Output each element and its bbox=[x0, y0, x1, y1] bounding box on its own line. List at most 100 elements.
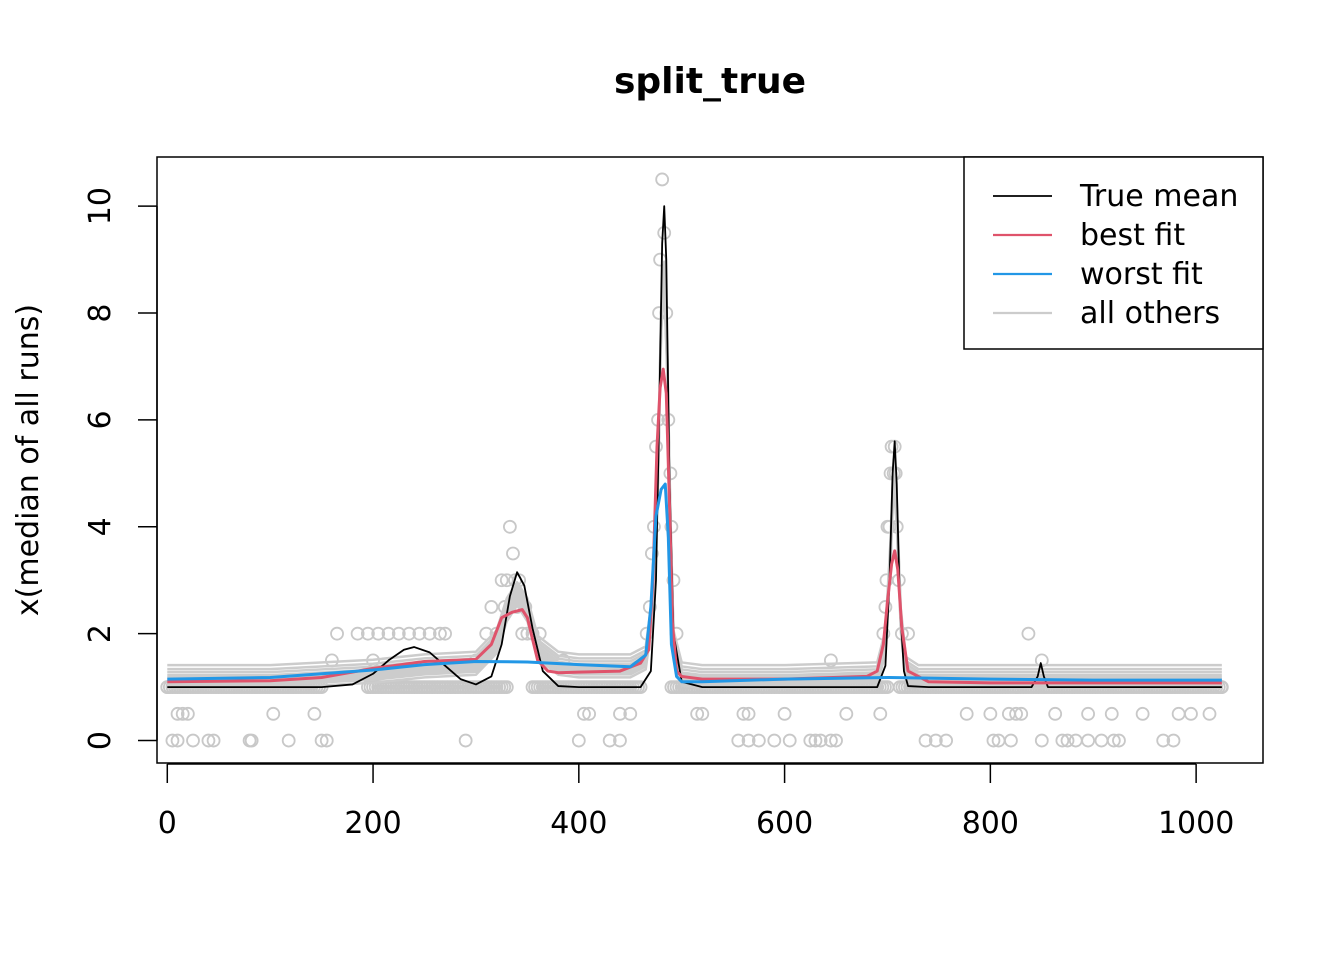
legend-label-best-fit: best fit bbox=[1080, 218, 1185, 253]
scatter-point bbox=[623, 706, 638, 721]
legend-box bbox=[963, 156, 1264, 350]
scatter-point bbox=[1171, 706, 1186, 721]
legend-label-all-others: all others bbox=[1080, 296, 1220, 331]
scatter-point bbox=[983, 706, 998, 721]
scatter-point bbox=[170, 733, 185, 748]
scatter-point bbox=[206, 733, 221, 748]
scatter-point bbox=[412, 626, 427, 641]
scatter-point bbox=[823, 653, 838, 668]
scatter-point bbox=[201, 733, 216, 748]
scatter-point bbox=[1009, 706, 1023, 721]
scatter-point bbox=[307, 706, 322, 721]
scatter-point bbox=[1166, 733, 1181, 748]
scatter-point bbox=[959, 706, 974, 721]
scatter-point bbox=[751, 733, 766, 748]
scatter-point bbox=[1081, 706, 1095, 721]
scatter-point bbox=[361, 626, 375, 641]
scatter-point bbox=[350, 626, 365, 641]
scatter-point bbox=[433, 626, 447, 641]
x-axis: 0 200 400 600 800 1000 bbox=[158, 763, 1234, 841]
legend: True mean best fit worst fit all others bbox=[963, 156, 1264, 350]
scatter-point bbox=[803, 733, 818, 748]
scatter-point bbox=[1004, 733, 1018, 748]
scatter-point bbox=[438, 626, 452, 641]
scatter-point bbox=[782, 733, 797, 748]
scatter-point bbox=[582, 706, 597, 721]
scatter-point bbox=[731, 733, 746, 748]
y-tick-label: 2 bbox=[83, 624, 118, 643]
x-tick-label: 400 bbox=[550, 806, 607, 841]
scatter-point bbox=[1094, 733, 1109, 748]
scatter-point bbox=[422, 626, 437, 641]
scatter-point bbox=[695, 706, 710, 721]
scatter-point bbox=[1184, 706, 1198, 721]
scatter-point bbox=[1104, 706, 1119, 721]
scatter-point bbox=[314, 733, 329, 748]
scatter-point bbox=[577, 706, 591, 721]
x-tick-label: 200 bbox=[344, 806, 401, 841]
scatter-point bbox=[266, 706, 281, 721]
scatter-point bbox=[1106, 733, 1121, 748]
scatter-point bbox=[873, 706, 888, 721]
scatter-point bbox=[170, 706, 185, 721]
scatter-point bbox=[613, 733, 627, 748]
scatter-point bbox=[1055, 733, 1070, 748]
scatter-point bbox=[736, 706, 751, 721]
scatter-point bbox=[502, 519, 517, 534]
scatter-point bbox=[839, 706, 854, 721]
lines-layer bbox=[167, 205, 1222, 690]
scatter-point bbox=[644, 546, 659, 561]
x-tick-label: 600 bbox=[756, 806, 813, 841]
scatter-point bbox=[741, 733, 756, 748]
scatter-point bbox=[1081, 733, 1095, 748]
x-tick-label: 0 bbox=[158, 806, 177, 841]
y-tick-label: 6 bbox=[83, 410, 118, 429]
scatter-point bbox=[175, 706, 190, 721]
y-tick-label: 8 bbox=[83, 303, 118, 322]
y-tick-label: 10 bbox=[83, 187, 118, 225]
scatter-point bbox=[319, 733, 334, 748]
scatter-point bbox=[823, 733, 838, 748]
legend-label-true-mean: True mean bbox=[1079, 179, 1238, 214]
scatter-point bbox=[1034, 733, 1049, 748]
y-tick-label: 0 bbox=[83, 731, 118, 750]
scatter-point bbox=[1060, 733, 1075, 748]
scatter-point bbox=[767, 733, 782, 748]
scatter-point bbox=[1135, 706, 1150, 721]
scatter-point bbox=[777, 706, 792, 721]
x-tick-label: 800 bbox=[962, 806, 1019, 841]
y-axis-label: x(median of all runs) bbox=[11, 304, 46, 616]
scatter-point bbox=[829, 733, 843, 748]
series-line-true-mean bbox=[167, 205, 1222, 689]
scatter-point bbox=[515, 626, 530, 641]
scatter-point bbox=[458, 733, 473, 748]
x-tick-label: 1000 bbox=[1158, 806, 1234, 841]
series-line-worst-fit bbox=[167, 482, 1222, 684]
scatter-point bbox=[986, 733, 1001, 748]
scatter-point bbox=[391, 626, 406, 641]
scatter-point bbox=[1112, 733, 1126, 748]
scatter-point bbox=[499, 680, 514, 695]
scatter-point bbox=[690, 706, 705, 721]
y-axis: 0 2 4 6 8 10 bbox=[83, 187, 158, 750]
scatter-point bbox=[1202, 706, 1217, 721]
scatter-point bbox=[402, 626, 416, 641]
scatter-point bbox=[571, 733, 586, 748]
scatter-point bbox=[506, 546, 520, 561]
scatter-point bbox=[882, 519, 897, 534]
scatter-point bbox=[180, 706, 195, 721]
scatter-point bbox=[613, 706, 627, 721]
legend-label-worst-fit: worst fit bbox=[1080, 257, 1203, 292]
scatter-point bbox=[602, 733, 617, 748]
series-line-best-fit bbox=[167, 367, 1222, 685]
scatter-point bbox=[484, 600, 499, 614]
scatter-point bbox=[186, 733, 200, 748]
scatter-point bbox=[494, 573, 509, 588]
scatter-point bbox=[244, 733, 259, 748]
scatter-point bbox=[330, 626, 344, 641]
scatter-point bbox=[1014, 706, 1029, 721]
plot-area bbox=[156, 156, 1264, 764]
scatter-point bbox=[1068, 733, 1083, 748]
scatter-point bbox=[165, 733, 180, 748]
